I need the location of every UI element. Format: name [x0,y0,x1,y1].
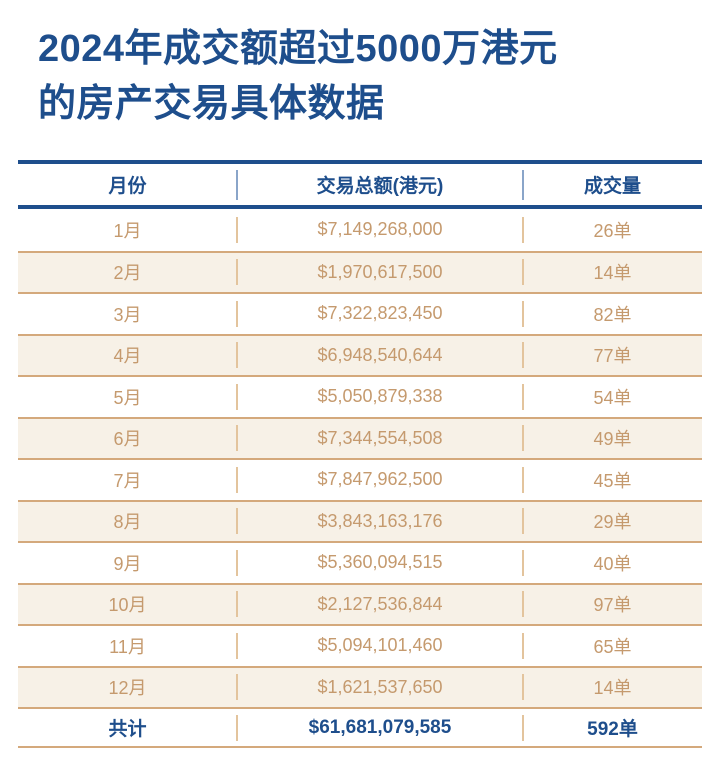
table-row: 3月 $7,322,823,450 82单 [18,292,702,334]
count-cell: 26单 [593,220,632,241]
count-cell: 49单 [593,429,632,450]
month-cell: 9月 [18,543,237,583]
table-row: 10月 $2,127,536,844 97单 [18,582,702,625]
column-header-count: 成交量 [583,176,641,197]
page-title-line-1: 2024年成交额超过5000万港元 [38,28,558,70]
month-cell: 4月 [18,336,237,376]
page-title: 2024年成交额超过5000万港元 的房产交易具体数据 [0,0,720,132]
month-cell: 2月 [18,253,237,293]
month-cell: 10月 [18,585,237,625]
table-header-row: 月份 交易总额(港元) 成交量 [18,160,702,209]
table-body: 1月 $7,149,268,000 26单 2月 $1,970,617,500 … [18,209,702,707]
table-row: 7月 $7,847,962,500 45单 [18,458,702,500]
total-amount-cell: $61,681,079,585 [237,709,523,746]
count-cell: 77单 [593,346,632,367]
amount-cell: $5,094,101,460 [237,626,523,666]
count-cell: 82单 [593,304,632,325]
table-row: 2月 $1,970,617,500 14单 [18,250,702,293]
amount-cell: $6,948,540,644 [237,336,523,376]
amount-cell: $7,344,554,508 [237,419,523,459]
column-header-month: 月份 [18,164,237,205]
table-row: 4月 $6,948,540,644 77单 [18,333,702,376]
amount-cell: $5,050,879,338 [237,377,523,417]
month-cell: 7月 [18,460,237,500]
amount-cell: $2,127,536,844 [237,585,523,625]
amount-cell: $7,322,823,450 [237,294,523,334]
amount-cell: $7,149,268,000 [237,209,523,251]
month-cell: 8月 [18,502,237,542]
month-cell: 3月 [18,294,237,334]
count-cell: 29单 [593,512,632,533]
table-row: 12月 $1,621,537,650 14单 [18,665,702,708]
count-cell: 14单 [593,678,632,699]
amount-cell: $7,847,962,500 [237,460,523,500]
table-row: 11月 $5,094,101,460 65单 [18,624,702,666]
count-cell: 14单 [593,263,632,284]
table-row: 6月 $7,344,554,508 49单 [18,416,702,459]
table-row: 5月 $5,050,879,338 54单 [18,375,702,417]
amount-cell: $5,360,094,515 [237,543,523,583]
total-label-cell: 共计 [18,709,237,746]
count-cell: 54单 [593,387,632,408]
amount-cell: $1,621,537,650 [237,668,523,708]
table-total-row: 共计 $61,681,079,585 592单 [18,707,702,748]
amount-cell: $1,970,617,500 [237,253,523,293]
month-cell: 11月 [18,626,237,666]
count-cell: 65单 [593,636,632,657]
table-row: 9月 $5,360,094,515 40单 [18,541,702,583]
count-cell: 40单 [593,553,632,574]
month-cell: 12月 [18,668,237,708]
transactions-table: 月份 交易总额(港元) 成交量 1月 $7,149,268,000 26单 2月… [18,160,702,748]
month-cell: 5月 [18,377,237,417]
total-count-cell: 592单 [587,719,638,740]
month-cell: 1月 [18,209,237,251]
page-title-line-2: 的房产交易具体数据 [38,83,385,125]
month-cell: 6月 [18,419,237,459]
column-header-amount: 交易总额(港元) [237,164,523,205]
amount-cell: $3,843,163,176 [237,502,523,542]
table-row: 1月 $7,149,268,000 26单 [18,209,702,251]
count-cell: 45单 [593,470,632,491]
count-cell: 97单 [593,595,632,616]
table-row: 8月 $3,843,163,176 29单 [18,499,702,542]
